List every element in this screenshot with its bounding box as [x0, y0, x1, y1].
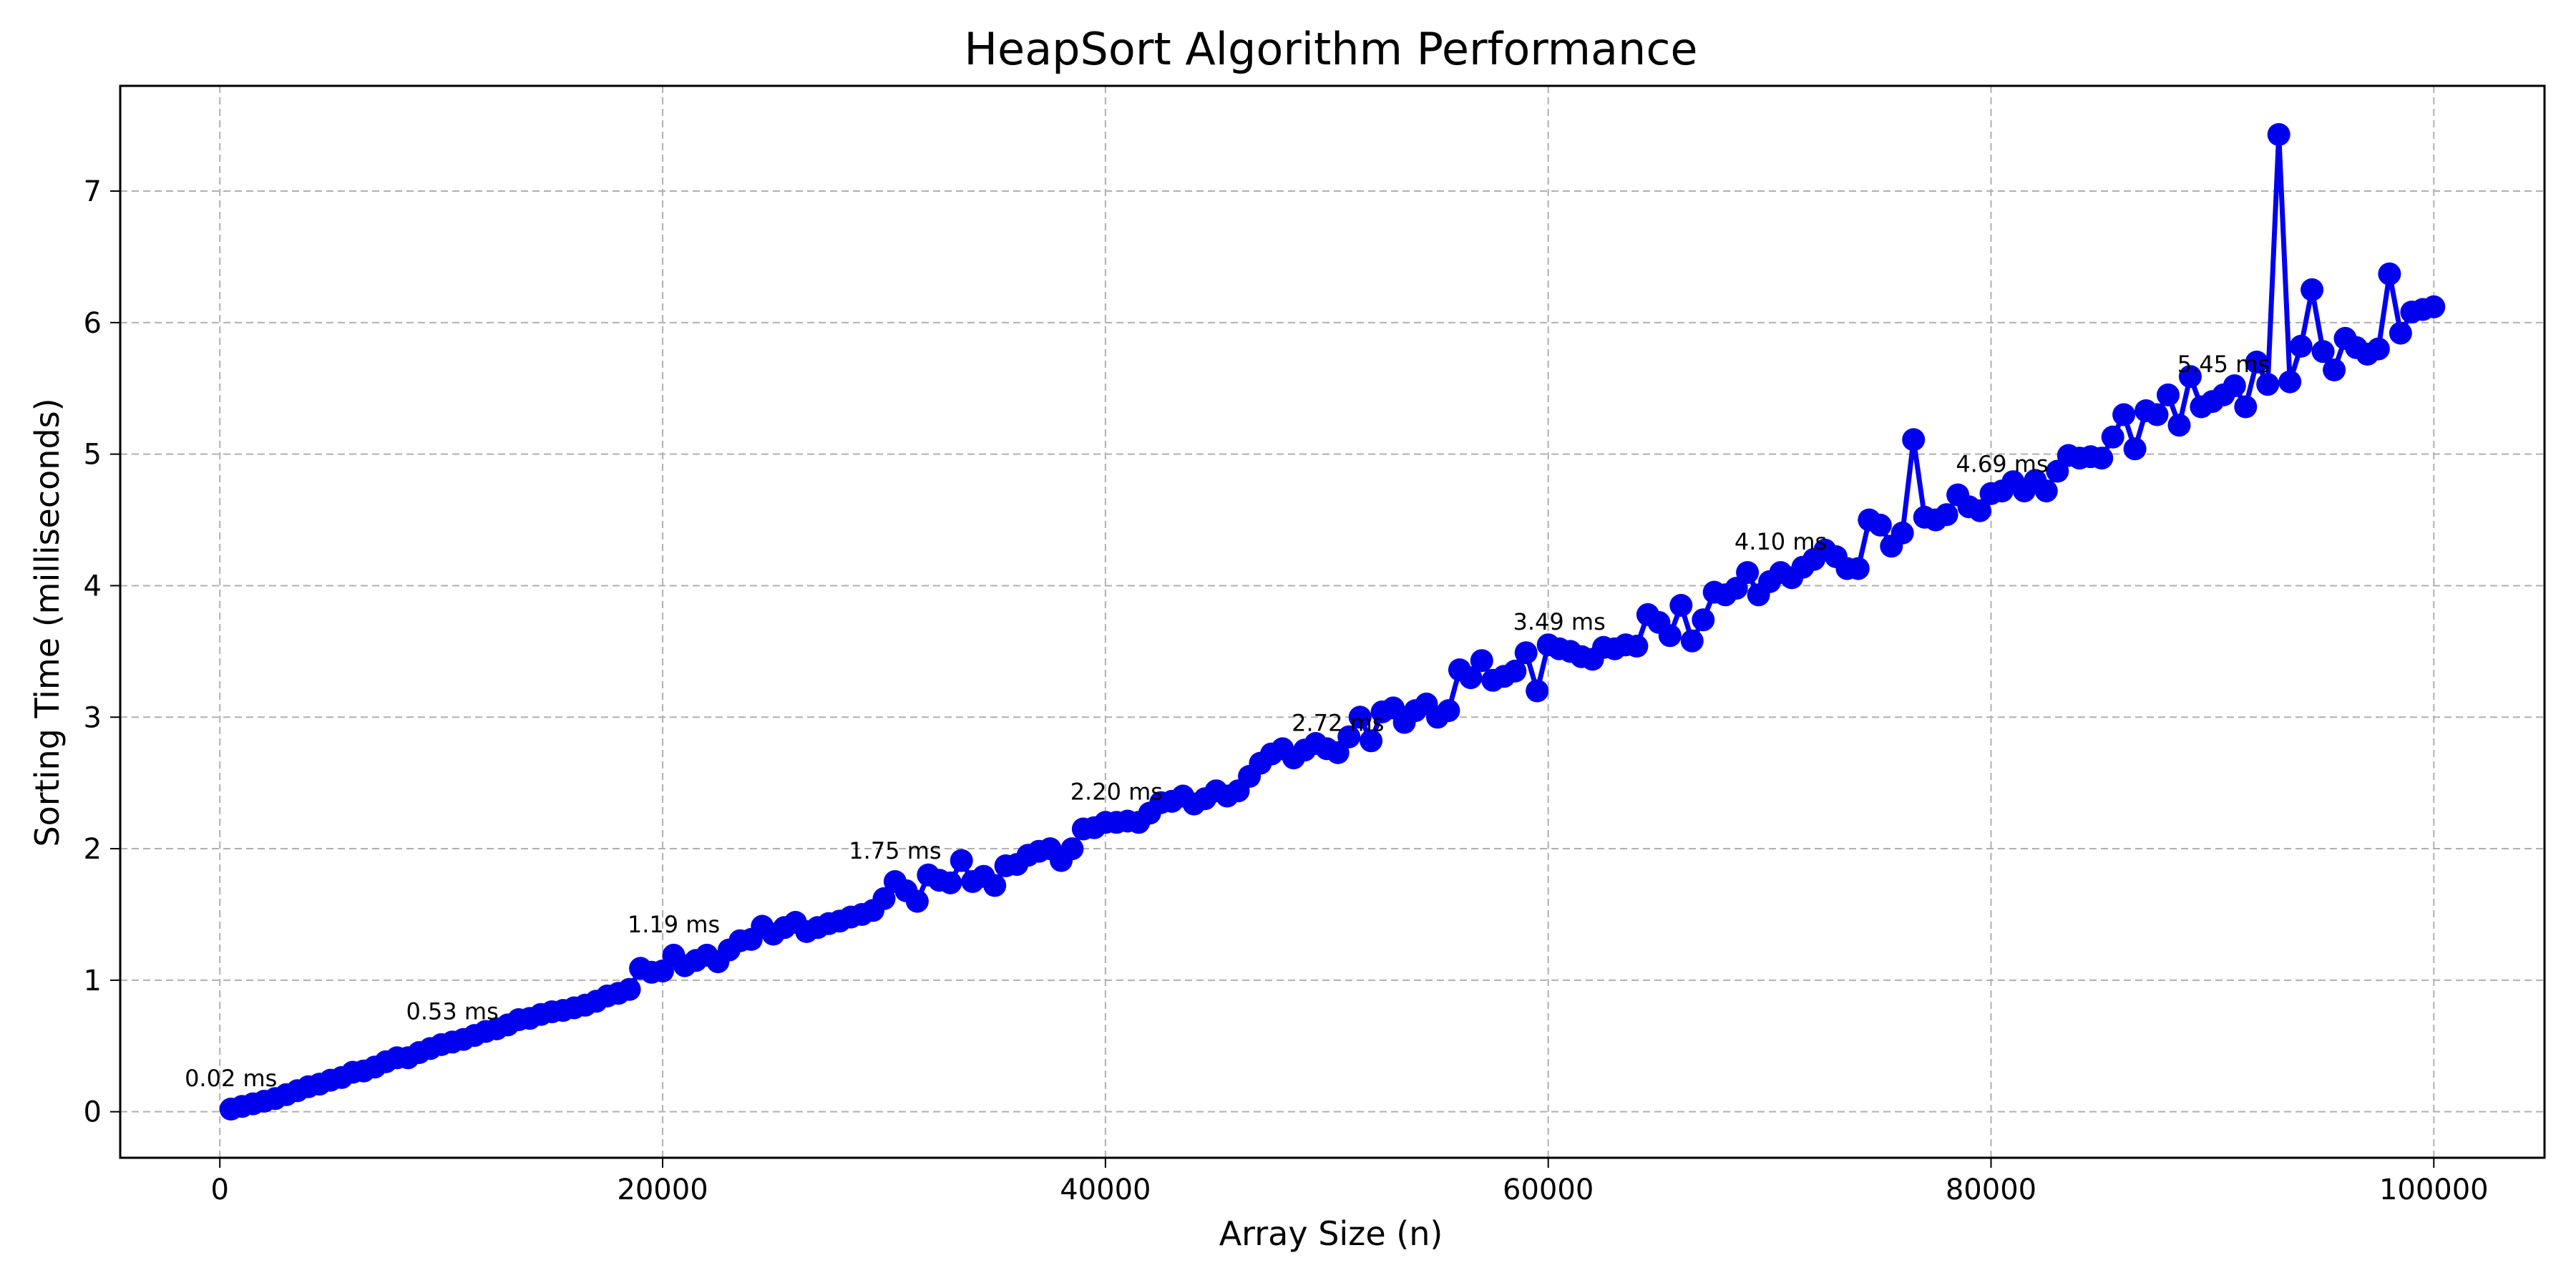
data-point: [1935, 503, 1958, 527]
x-tick-label: 0: [211, 1174, 229, 1206]
data-point: [2157, 383, 2180, 406]
data-point: [1692, 608, 1715, 632]
data-label: 4.69 ms: [1956, 451, 2048, 478]
y-tick-label: 1: [84, 965, 102, 997]
data-point: [2256, 373, 2280, 396]
x-tick-label: 100000: [2379, 1174, 2489, 1206]
data-label: 0.53 ms: [406, 997, 498, 1025]
plot-frame: [119, 84, 2546, 1159]
x-tick-label: 20000: [617, 1174, 708, 1206]
data-point: [1526, 679, 1549, 703]
data-point: [2034, 479, 2058, 503]
data-point: [1503, 659, 1527, 683]
data-point: [2145, 403, 2169, 426]
data-label: 0.02 ms: [185, 1065, 277, 1092]
data-point: [983, 874, 1007, 897]
data-point: [2289, 334, 2313, 358]
data-point: [950, 849, 973, 872]
data-point: [1514, 641, 1538, 665]
data-point: [2090, 447, 2114, 470]
data-point: [2311, 340, 2335, 364]
data-point: [1658, 624, 1682, 648]
data-point: [1470, 649, 1493, 673]
axis-ticks: 0 20000 40000 60000 80000 100000 0 1 2 3 4 5 6 7: [84, 175, 2489, 1206]
data-point: [1846, 557, 1870, 580]
data-point: [2101, 425, 2124, 449]
y-tick-label: 3: [84, 701, 102, 734]
y-axis-label: Sorting Time (milliseconds): [28, 398, 67, 847]
data-point: [2366, 337, 2390, 361]
data-point: [2422, 295, 2446, 318]
data-point: [939, 871, 962, 894]
data-point: [1736, 561, 1760, 585]
data-point: [2123, 437, 2147, 461]
grid: [120, 86, 2545, 1158]
data-point: [2245, 351, 2268, 374]
data-point: [905, 889, 929, 913]
data-point: [1625, 635, 1649, 658]
data-point: [1680, 629, 1704, 653]
x-axis-label: Array Size (n): [1219, 1214, 1443, 1253]
data-label: 2.20 ms: [1070, 778, 1163, 805]
data-point: [2267, 123, 2290, 146]
data-point: [1890, 521, 1914, 545]
y-tick-label: 6: [84, 307, 102, 340]
data-point: [1360, 729, 1383, 753]
data-point: [2378, 262, 2401, 286]
data-point: [1459, 666, 1483, 690]
data-point: [2223, 374, 2246, 398]
data-point: [1437, 699, 1460, 723]
x-tick-label: 80000: [1946, 1174, 2036, 1206]
data-point: [1337, 725, 1361, 748]
data-point: [2389, 321, 2412, 345]
series-heapsort: [219, 123, 2446, 1121]
data-point: [1902, 428, 1926, 452]
data-label: 4.10 ms: [1735, 528, 1827, 555]
data-point: [1868, 513, 1892, 537]
data-label: 1.75 ms: [849, 837, 941, 864]
y-tick-label: 4: [84, 570, 102, 602]
y-tick-label: 2: [84, 833, 102, 866]
data-point: [2323, 358, 2346, 381]
x-tick-label: 60000: [1503, 1174, 1594, 1206]
data-point: [618, 977, 641, 1001]
annotations: 0.02 ms 0.53 ms 1.19 ms 1.75 ms 2.20 ms 2.72 …: [185, 351, 2270, 1092]
data-point: [2167, 414, 2191, 437]
data-point: [872, 887, 896, 910]
y-tick-label: 0: [84, 1096, 102, 1129]
data-point: [2278, 370, 2302, 394]
x-tick-label: 40000: [1060, 1174, 1151, 1206]
data-point: [2301, 278, 2324, 301]
data-label: 1.19 ms: [628, 911, 720, 938]
data-label: 3.49 ms: [1513, 608, 1606, 635]
data-point: [1968, 499, 1991, 522]
data-label: 2.72 ms: [1292, 710, 1384, 737]
data-point: [1060, 837, 1084, 861]
data-point: [1669, 594, 1693, 617]
y-tick-label: 5: [84, 439, 102, 472]
data-point: [2112, 403, 2136, 426]
y-tick-label: 7: [84, 175, 102, 208]
data-point: [1348, 706, 1372, 729]
data-point: [2234, 395, 2258, 419]
data-point: [2178, 365, 2202, 389]
chart-title: HeapSort Algorithm Performance: [964, 23, 1697, 75]
data-label: 5.45 ms: [2177, 351, 2270, 378]
